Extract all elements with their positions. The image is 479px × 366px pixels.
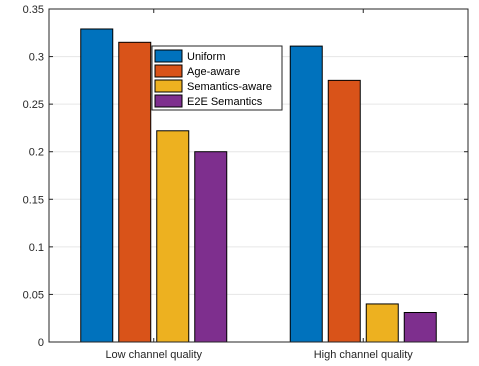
x-tick-label: High channel quality xyxy=(314,349,414,361)
bars-group xyxy=(80,28,437,343)
y-tick-label: 0.35 xyxy=(23,4,44,16)
y-tick-label: 0.15 xyxy=(23,194,44,206)
legend-swatch xyxy=(154,79,183,93)
bar-age-aware xyxy=(118,41,152,343)
legend-swatch xyxy=(154,49,183,63)
bar-age-aware xyxy=(327,79,361,343)
bar-uniform xyxy=(289,45,323,343)
y-tick-label: 0.05 xyxy=(23,289,44,301)
x-tick-label: Low channel quality xyxy=(105,349,202,361)
y-tick-label: 0.3 xyxy=(29,52,44,64)
legend-label: Semantics-aware xyxy=(187,81,272,93)
bar-e2e-semantics xyxy=(403,312,437,343)
plot-frame xyxy=(48,8,469,343)
y-tick-label: 0.25 xyxy=(23,99,44,111)
legend-label: Age-aware xyxy=(187,66,240,78)
bar-semantics-aware xyxy=(156,130,190,343)
legend: Uniform Age-aware Semantics-aware E2E Seman… xyxy=(151,45,283,111)
legend-swatch xyxy=(154,64,183,78)
y-tick-label: 0 xyxy=(38,337,44,349)
y-axis: 0 0.05 0.1 0.15 0.2 0.25 0.3 0.35 xyxy=(23,4,468,349)
bar-e2e-semantics xyxy=(194,151,228,343)
y-tick-label: 0.1 xyxy=(29,242,44,254)
bar-uniform xyxy=(80,28,114,343)
bar-semantics-aware xyxy=(365,303,399,343)
y-tick-label: 0.2 xyxy=(29,147,44,159)
legend-swatch xyxy=(154,94,183,108)
x-axis: Low channel quality High channel quality xyxy=(105,9,413,361)
legend-label: Uniform xyxy=(187,51,226,63)
legend-label: E2E Semantics xyxy=(187,96,263,108)
